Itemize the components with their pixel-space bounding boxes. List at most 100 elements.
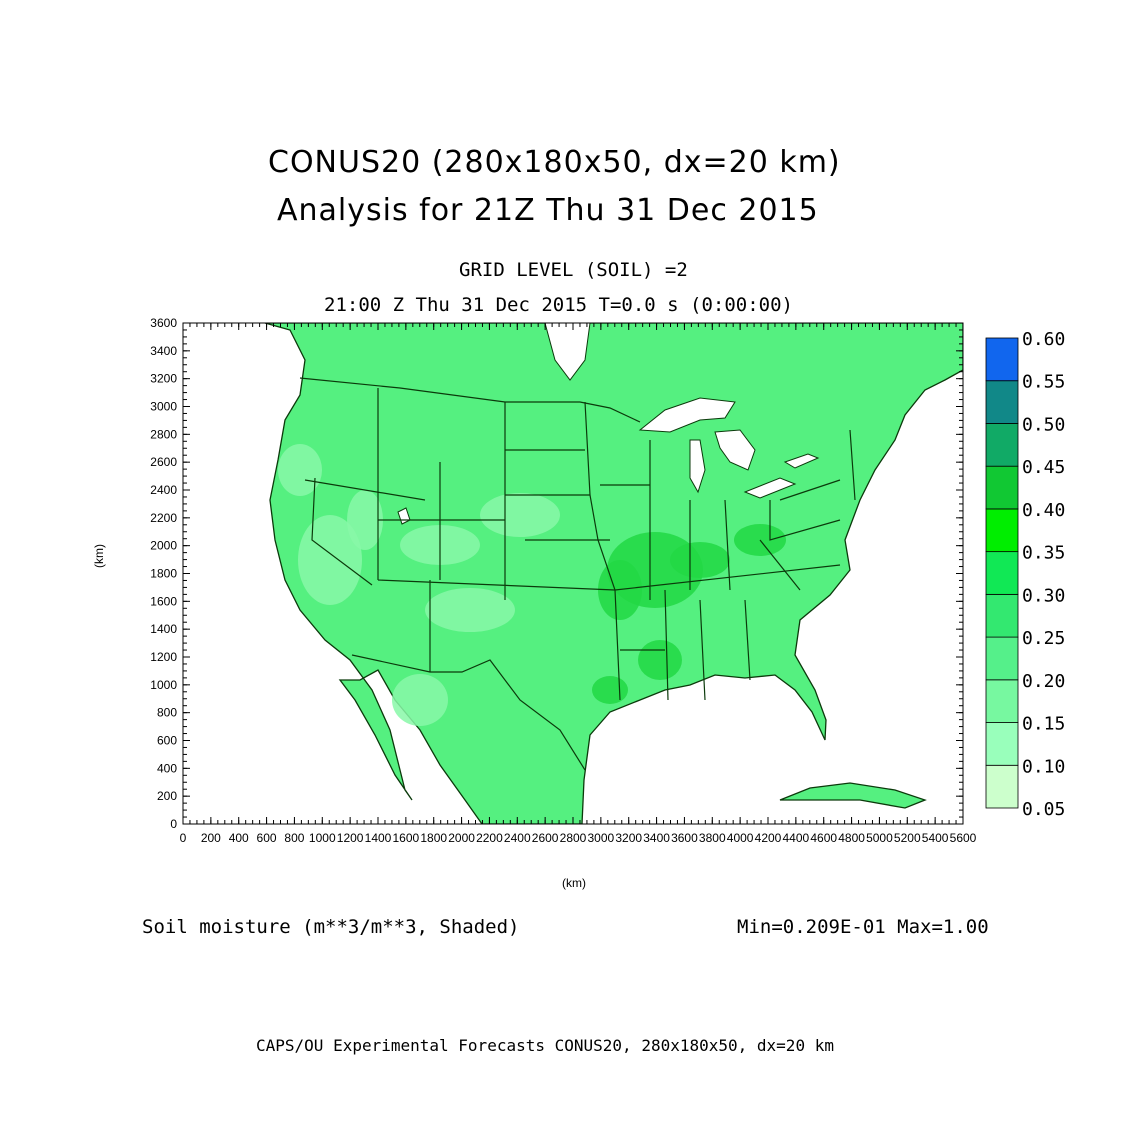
dry-soil-patch bbox=[347, 490, 383, 550]
y-tick-label: 1800 bbox=[150, 567, 177, 581]
colorbar-swatch bbox=[985, 465, 1019, 510]
x-tick-label: 200 bbox=[201, 831, 221, 845]
x-axis-label: (km) bbox=[562, 876, 586, 890]
y-tick-label: 2400 bbox=[150, 483, 177, 497]
x-tick-label: 5600 bbox=[950, 831, 977, 845]
wet-soil-patch bbox=[638, 640, 682, 680]
x-tick-label: 3200 bbox=[615, 831, 642, 845]
x-tick-label: 4600 bbox=[810, 831, 837, 845]
y-tick-label: 600 bbox=[157, 734, 177, 748]
x-tick-label: 3600 bbox=[671, 831, 698, 845]
state-boundaries bbox=[299, 377, 856, 771]
x-tick-label: 800 bbox=[284, 831, 304, 845]
subtitle-grid-level: GRID LEVEL (SOIL) =2 bbox=[459, 259, 688, 281]
colorbar-swatch bbox=[985, 380, 1019, 424]
x-tick-label: 2000 bbox=[448, 831, 475, 845]
title-line-2: Analysis for 21Z Thu 31 Dec 2015 bbox=[277, 193, 819, 228]
x-axis: 0 200 400 600 800 1000 1200 1400 1600 1800 2000 220… bbox=[180, 323, 977, 845]
y-tick-label: 3200 bbox=[150, 372, 177, 386]
dry-soil-patch bbox=[278, 444, 322, 496]
colorbar-label: 0.45 bbox=[1022, 457, 1065, 478]
y-tick-label: 3400 bbox=[150, 344, 177, 358]
x-tick-label: 3400 bbox=[643, 831, 670, 845]
dry-soil-patch bbox=[392, 674, 448, 726]
x-tick-label: 2200 bbox=[476, 831, 503, 845]
x-tick-label: 2400 bbox=[504, 831, 531, 845]
y-tick-label: 1600 bbox=[150, 594, 177, 608]
x-tick-label: 0 bbox=[180, 831, 187, 845]
colorbar-label: 0.60 bbox=[1022, 329, 1065, 350]
state-line-east bbox=[584, 401, 856, 701]
state-line-west bbox=[304, 388, 616, 672]
x-tick-label: 1800 bbox=[420, 831, 447, 845]
y-tick-label: 2800 bbox=[150, 427, 177, 441]
colorbar: 0.60 0.55 0.50 0.45 0.40 0.35 0.30 0.25 0.20 0.15… bbox=[985, 329, 1065, 820]
lake-ontario bbox=[783, 453, 820, 469]
y-axis: 0 200 400 600 800 1000 1200 1400 1600 1800 2000 220… bbox=[150, 316, 963, 831]
colorbar-label: 0.40 bbox=[1022, 500, 1065, 521]
colorbar-label: 0.20 bbox=[1022, 671, 1065, 692]
wet-soil-patch bbox=[670, 542, 730, 578]
min-max-readout: Min=0.209E-01 Max=1.00 bbox=[737, 916, 989, 938]
y-tick-label: 2000 bbox=[150, 539, 177, 553]
colorbar-swatch bbox=[985, 764, 1019, 809]
y-tick-label: 1000 bbox=[150, 678, 177, 692]
colorbar-label: 0.30 bbox=[1022, 585, 1065, 606]
lake-michigan bbox=[689, 439, 706, 494]
x-tick-label: 2800 bbox=[560, 831, 587, 845]
dry-soil-patch bbox=[298, 515, 362, 605]
dry-soil-patch bbox=[425, 588, 515, 632]
title-line-1: CONUS20 (280x180x50, dx=20 km) bbox=[268, 145, 841, 180]
y-tick-label: 400 bbox=[157, 761, 177, 775]
y-tick-label: 1400 bbox=[150, 622, 177, 636]
us-canada-border bbox=[299, 377, 641, 423]
colorbar-swatch bbox=[985, 636, 1019, 681]
dry-soil-patch bbox=[480, 493, 560, 537]
colorbar-swatch bbox=[985, 551, 1019, 595]
colorbar-label: 0.15 bbox=[1022, 714, 1065, 735]
colorbar-label: 0.50 bbox=[1022, 414, 1065, 435]
y-tick-label: 200 bbox=[157, 789, 177, 803]
colorbar-swatch bbox=[985, 593, 1019, 638]
x-tick-label: 1600 bbox=[393, 831, 420, 845]
colorbar-label: 0.55 bbox=[1022, 372, 1065, 393]
x-tick-label: 4200 bbox=[755, 831, 782, 845]
colorbar-swatch bbox=[985, 508, 1019, 553]
colorbar-swatch bbox=[985, 679, 1019, 723]
subtitle-time: 21:00 Z Thu 31 Dec 2015 T=0.0 s (0:00:00… bbox=[324, 294, 793, 316]
y-axis-label: (km) bbox=[92, 544, 106, 568]
y-tick-label: 3600 bbox=[150, 316, 177, 330]
hudson-bay-inlet bbox=[544, 323, 591, 381]
x-tick-label: 2600 bbox=[532, 831, 559, 845]
lake-erie bbox=[743, 477, 797, 499]
x-tick-label: 4400 bbox=[783, 831, 810, 845]
field-name: Soil moisture (m**3/m**3, Shaded) bbox=[142, 916, 520, 938]
y-tick-label: 1200 bbox=[150, 650, 177, 664]
x-tick-label: 3000 bbox=[588, 831, 615, 845]
x-tick-label: 5200 bbox=[894, 831, 921, 845]
colorbar-label: 0.25 bbox=[1022, 628, 1065, 649]
lake-superior bbox=[638, 397, 736, 433]
y-tick-label: 3000 bbox=[150, 400, 177, 414]
lake-huron bbox=[714, 429, 756, 471]
colorbar-label: 0.35 bbox=[1022, 543, 1065, 564]
x-tick-label: 600 bbox=[257, 831, 277, 845]
colorbar-label: 0.05 bbox=[1022, 799, 1065, 820]
colorbar-label: 0.10 bbox=[1022, 756, 1065, 777]
x-tick-label: 1000 bbox=[309, 831, 336, 845]
x-tick-label: 5000 bbox=[866, 831, 893, 845]
x-tick-label: 3800 bbox=[699, 831, 726, 845]
x-tick-label: 5400 bbox=[922, 831, 949, 845]
colorbar-swatch bbox=[985, 423, 1019, 467]
cuba-land bbox=[779, 782, 927, 809]
x-tick-label: 4800 bbox=[838, 831, 865, 845]
x-tick-label: 1200 bbox=[337, 831, 364, 845]
y-tick-label: 800 bbox=[157, 706, 177, 720]
y-tick-label: 2200 bbox=[150, 511, 177, 525]
colorbar-swatch bbox=[985, 337, 1019, 382]
wet-soil-patch bbox=[592, 676, 628, 704]
x-tick-label: 1400 bbox=[365, 831, 392, 845]
x-tick-label: 400 bbox=[229, 831, 249, 845]
y-tick-label: 2600 bbox=[150, 455, 177, 469]
